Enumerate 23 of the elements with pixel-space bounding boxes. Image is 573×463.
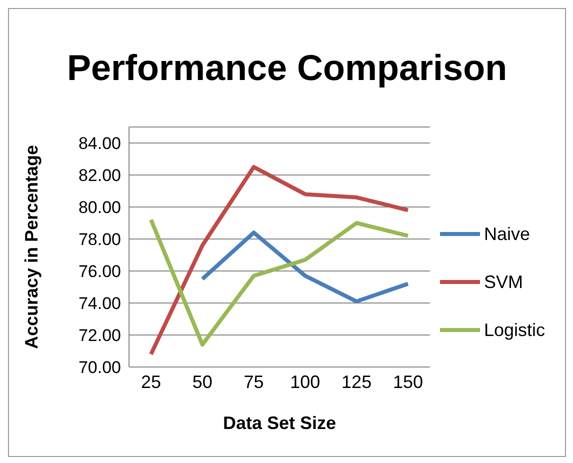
legend-label: Naive xyxy=(484,223,530,246)
line-series xyxy=(200,230,410,304)
y-axis-title: Accuracy in Percentage xyxy=(21,144,42,350)
x-tick-label: 75 xyxy=(244,372,264,392)
y-tick-label: 80.00 xyxy=(78,198,121,218)
y-tick-label: 72.00 xyxy=(78,326,121,346)
x-tick-label: 50 xyxy=(192,372,212,392)
y-tick-label: 84.00 xyxy=(78,134,121,154)
x-tick-label: 25 xyxy=(140,372,162,392)
x-tick-label: 125 xyxy=(342,372,372,392)
y-tick-label: 78.00 xyxy=(78,230,121,250)
y-tick-label: 70.00 xyxy=(78,358,121,378)
line-series xyxy=(149,218,410,347)
legend-label: SVM xyxy=(484,271,523,294)
line-series xyxy=(149,165,410,356)
y-tick-label: 76.00 xyxy=(78,262,121,282)
chart-title: Performance Comparison xyxy=(66,47,508,89)
x-tick-label: 150 xyxy=(392,372,423,392)
x-tick-label: 100 xyxy=(290,372,320,392)
y-tick-label: 82.00 xyxy=(78,166,121,186)
x-axis-title: Data Set Size xyxy=(222,413,336,433)
y-tick-label: 74.00 xyxy=(78,294,121,314)
legend-label: Logistic xyxy=(484,319,545,342)
